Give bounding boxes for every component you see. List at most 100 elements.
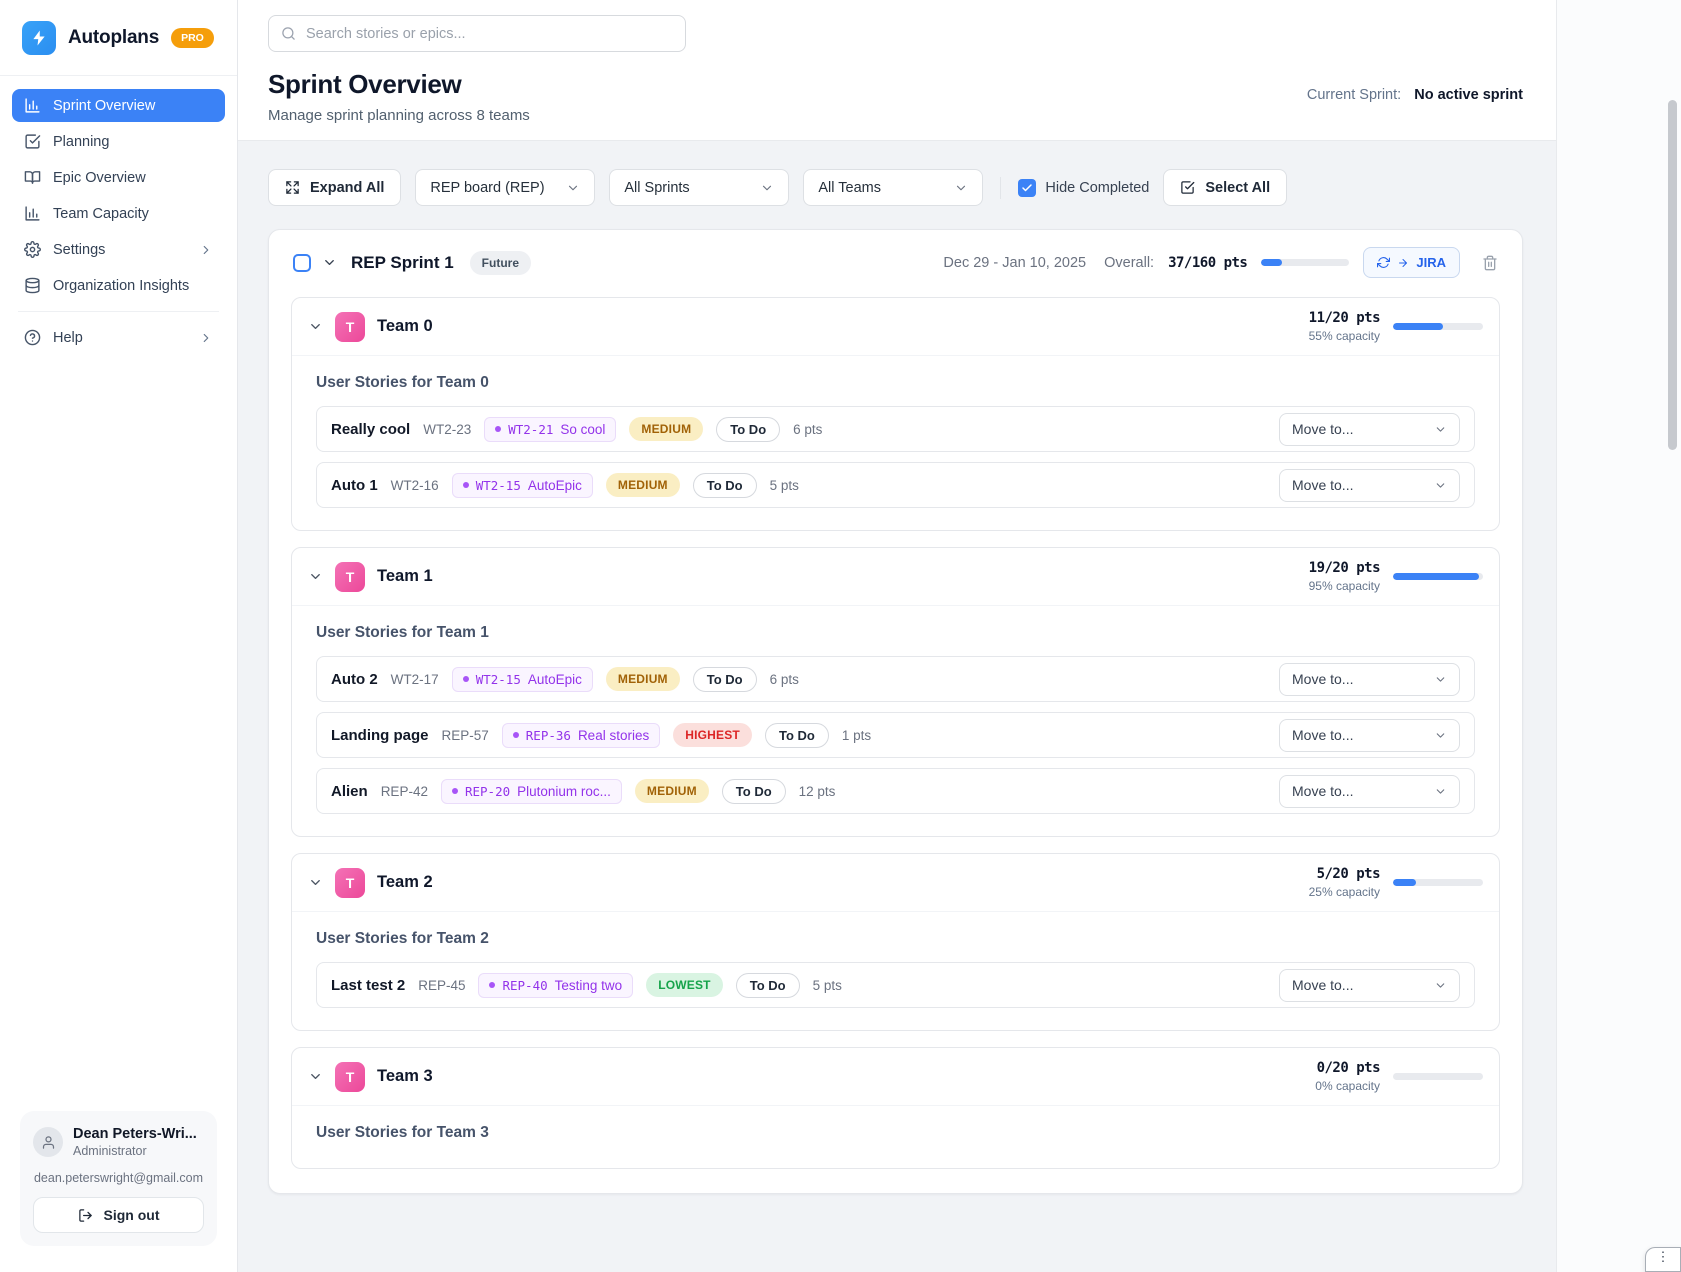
epic-pill[interactable]: WT2-15 AutoEpic <box>451 472 593 498</box>
board-select[interactable]: REP board (REP) <box>415 169 596 206</box>
nav-divider <box>18 311 219 312</box>
sync-jira-button[interactable]: JIRA <box>1363 247 1460 278</box>
epic-key: REP-36 <box>525 727 571 743</box>
story-title: Last test 2 <box>331 976 406 994</box>
jira-label: JIRA <box>1416 255 1446 270</box>
epic-pill[interactable]: REP-20 Plutonium roc... <box>440 778 622 804</box>
epic-key: REP-20 <box>464 783 511 799</box>
priority-badge: MEDIUM <box>605 667 680 691</box>
story-row: Landing page REP-57 REP-36 Real stories … <box>316 712 1475 758</box>
hide-completed-toggle[interactable]: Hide Completed <box>1018 178 1149 197</box>
pro-badge: PRO <box>171 28 214 48</box>
status-pill: To Do <box>735 972 800 998</box>
select-all-label: Select All <box>1205 179 1271 196</box>
sprint-dates: Dec 29 - Jan 10, 2025 <box>943 254 1087 271</box>
chevron-right-icon <box>199 331 213 345</box>
status-pill: To Do <box>716 416 781 442</box>
story-title: Alien <box>331 782 368 800</box>
priority-badge: MEDIUM <box>634 779 709 803</box>
epic-pill[interactable]: REP-36 Real stories <box>501 722 661 748</box>
team-progress-fill <box>1393 323 1443 330</box>
search-input[interactable] <box>306 25 673 42</box>
chevron-down-icon[interactable] <box>308 1069 323 1084</box>
story-row: Alien REP-42 REP-20 Plutonium roc... MED… <box>316 768 1475 814</box>
search-box[interactable] <box>268 15 686 52</box>
sidebar-item-planning[interactable]: Planning <box>12 125 225 158</box>
vertical-scrollbar[interactable] <box>1668 100 1677 450</box>
chevron-down-icon <box>566 181 580 195</box>
current-sprint-label: Current Sprint: <box>1306 87 1402 103</box>
sprint-checkbox[interactable] <box>293 253 311 272</box>
story-row: Last test 2 REP-45 REP-40 Testing two LO… <box>316 962 1475 1008</box>
story-points: 6 pts <box>793 421 823 437</box>
chevron-down-icon <box>954 181 968 195</box>
sign-out-button[interactable]: Sign out <box>33 1197 204 1233</box>
move-to-select[interactable]: Move to... <box>1279 412 1460 446</box>
team-avatar: T <box>335 1061 365 1092</box>
team-card: T Team 1 19/20 pts 95% capacity User Sto… <box>291 547 1500 837</box>
chevron-down-icon[interactable] <box>308 875 323 890</box>
team-name: Team 3 <box>377 1067 433 1085</box>
book-icon <box>24 169 41 186</box>
sprint-name: REP Sprint 1 <box>351 252 454 272</box>
sidebar-item-sprint-overview[interactable]: Sprint Overview <box>12 89 225 122</box>
move-to-select[interactable]: Move to... <box>1279 718 1460 752</box>
move-to-label: Move to... <box>1292 421 1354 437</box>
team-points: 0/20 pts <box>1316 1060 1381 1076</box>
check-square-icon <box>24 133 41 150</box>
sidebar-item-epic-overview[interactable]: Epic Overview <box>12 161 225 194</box>
sidebar: Autoplans PRO Sprint Overview Planning E… <box>0 0 238 1272</box>
team-capacity: 0% capacity <box>1315 1079 1380 1093</box>
team-header: T Team 1 19/20 pts 95% capacity <box>292 548 1499 606</box>
story-key: REP-45 <box>418 977 466 993</box>
story-row: Auto 2 WT2-17 WT2-15 AutoEpic MEDIUM To … <box>316 656 1475 702</box>
team-card: T Team 2 5/20 pts 25% capacity User Stor… <box>291 853 1500 1031</box>
team-progress-bar <box>1393 1073 1483 1080</box>
chevron-down-icon[interactable] <box>308 569 323 584</box>
app-logo <box>22 21 56 55</box>
gear-icon <box>24 241 41 258</box>
epic-dot-icon <box>512 732 519 738</box>
team-select[interactable]: All Teams <box>803 169 984 206</box>
story-points: 5 pts <box>769 477 799 493</box>
sidebar-item-settings[interactable]: Settings <box>12 233 225 266</box>
select-all-button[interactable]: Select All <box>1163 169 1288 206</box>
team-select-value: All Teams <box>818 179 881 196</box>
sidebar-item-label: Team Capacity <box>53 205 149 222</box>
check-square-icon <box>1180 180 1195 195</box>
overall-points: 37/160 pts <box>1168 254 1248 271</box>
sidebar-item-team-capacity[interactable]: Team Capacity <box>12 197 225 230</box>
delete-sprint-button[interactable] <box>1482 255 1498 271</box>
sidebar-item-organization-insights[interactable]: Organization Insights <box>12 269 225 302</box>
move-to-select[interactable]: Move to... <box>1279 774 1460 808</box>
stories-section-title: User Stories for Team 3 <box>316 1124 489 1141</box>
move-to-select[interactable]: Move to... <box>1279 968 1460 1002</box>
page-header: Sprint Overview Manage sprint planning a… <box>238 0 1556 141</box>
sidebar-nav: Sprint Overview Planning Epic Overview T… <box>0 76 237 357</box>
epic-pill[interactable]: WT2-15 AutoEpic <box>451 666 593 692</box>
epic-name: Real stories <box>577 727 650 743</box>
team-progress-bar <box>1393 879 1483 886</box>
move-to-select[interactable]: Move to... <box>1279 468 1460 502</box>
epic-pill[interactable]: REP-40 Testing two <box>478 972 634 998</box>
sidebar-item-label: Epic Overview <box>53 169 146 186</box>
hide-completed-checkbox[interactable] <box>1018 178 1037 197</box>
board-select-value: REP board (REP) <box>430 179 545 196</box>
sprint-select[interactable]: All Sprints <box>609 169 790 206</box>
sidebar-item-label: Help <box>53 329 83 346</box>
story-key: REP-42 <box>380 783 428 799</box>
move-to-select[interactable]: Move to... <box>1279 662 1460 696</box>
expand-all-button[interactable]: Expand All <box>268 169 402 206</box>
more-options-button[interactable]: ⋮ <box>1645 1247 1681 1272</box>
chevron-down-icon <box>1434 785 1447 798</box>
sidebar-item-help[interactable]: Help <box>12 321 225 354</box>
lightning-icon <box>30 29 48 47</box>
team-capacity: 55% capacity <box>1308 329 1380 343</box>
team-capacity: 25% capacity <box>1308 885 1380 899</box>
epic-pill[interactable]: WT2-21 So cool <box>484 416 617 442</box>
sidebar-item-label: Settings <box>53 241 106 258</box>
team-avatar: T <box>335 867 365 898</box>
chevron-down-icon[interactable] <box>322 255 337 270</box>
team-header: T Team 0 11/20 pts 55% capacity <box>292 298 1499 356</box>
chevron-down-icon[interactable] <box>308 319 323 334</box>
